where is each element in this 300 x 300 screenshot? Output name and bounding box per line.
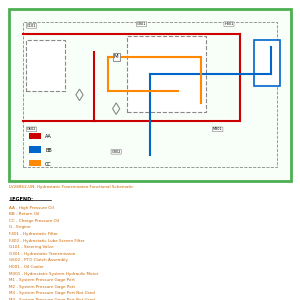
Text: CC: CC — [45, 162, 52, 167]
Text: BB: BB — [45, 148, 52, 153]
Text: G101: G101 — [27, 24, 36, 28]
Text: M301 - Hydrostatic System Hydraulic Motor: M301 - Hydrostatic System Hydraulic Moto… — [9, 272, 98, 276]
Text: G101 - Steering Valve: G101 - Steering Valve — [9, 245, 54, 249]
FancyBboxPatch shape — [29, 133, 41, 139]
Text: H001: H001 — [224, 22, 234, 26]
Text: LV28862-UN: Hydrostatic Transmission Functional Schematic: LV28862-UN: Hydrostatic Transmission Fun… — [9, 185, 134, 189]
Text: BB - Return Oil: BB - Return Oil — [9, 212, 39, 216]
Text: M4 - System Pressure Gage Port Not Used: M4 - System Pressure Gage Port Not Used — [9, 298, 95, 300]
Text: G301 - Hydrostatic Transmission: G301 - Hydrostatic Transmission — [9, 252, 75, 256]
Text: M1 - System Pressure Gage Port: M1 - System Pressure Gage Port — [9, 278, 75, 282]
Text: M: M — [114, 54, 118, 59]
Text: M2 - System Pressure Gage Port: M2 - System Pressure Gage Port — [9, 285, 75, 289]
FancyBboxPatch shape — [29, 160, 41, 167]
Text: LEGEND:: LEGEND: — [9, 197, 33, 202]
Text: AA - High Pressure Oil: AA - High Pressure Oil — [9, 206, 54, 209]
Text: M301: M301 — [213, 128, 223, 131]
Text: CC - Charge Pressure Oil: CC - Charge Pressure Oil — [9, 219, 59, 223]
FancyBboxPatch shape — [29, 146, 41, 153]
Text: G301: G301 — [137, 22, 146, 26]
FancyBboxPatch shape — [254, 40, 280, 86]
Text: F401 - Hydrostatic Filter: F401 - Hydrostatic Filter — [9, 232, 58, 236]
Text: G602 - PTO Clutch Assembly: G602 - PTO Clutch Assembly — [9, 258, 68, 262]
Text: G602: G602 — [27, 128, 36, 131]
Text: F402 - Hydrostatic Lube Screen Filter: F402 - Hydrostatic Lube Screen Filter — [9, 238, 85, 243]
FancyBboxPatch shape — [128, 36, 206, 112]
Text: G - Engine: G - Engine — [9, 225, 30, 230]
Text: G302: G302 — [111, 150, 121, 154]
Text: AA: AA — [45, 134, 52, 140]
Text: M3 - System Pressure Gage Port Not Used: M3 - System Pressure Gage Port Not Used — [9, 292, 95, 295]
FancyBboxPatch shape — [26, 40, 65, 92]
Text: H001 - Oil Cooler: H001 - Oil Cooler — [9, 265, 44, 269]
FancyBboxPatch shape — [9, 9, 291, 181]
